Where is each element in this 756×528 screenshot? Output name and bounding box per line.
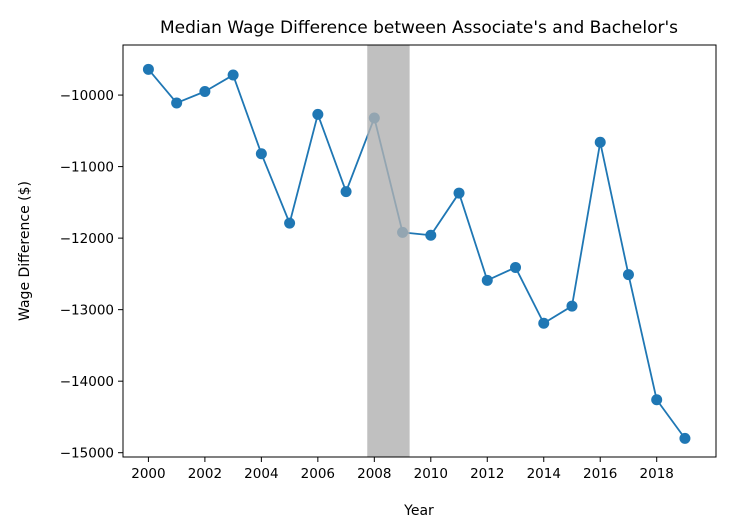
y-tick-label: −12000	[60, 231, 114, 247]
x-tick-label: 2006	[301, 466, 335, 482]
x-tick-label: 2014	[527, 466, 561, 482]
plot-area	[142, 45, 691, 457]
data-point-2003	[227, 69, 239, 81]
y-tick-label: −11000	[60, 160, 114, 176]
data-point-2014	[538, 317, 550, 329]
data-point-2006	[312, 108, 324, 120]
shaded-region	[367, 45, 410, 457]
plot-frame	[122, 44, 717, 458]
data-point-2010	[425, 229, 437, 241]
data-point-2012	[481, 274, 493, 286]
x-axis-ticks: 2000 2002 2004 2006 2008 2010 2012 2014 2016 2018	[131, 457, 674, 482]
data-point-2007	[340, 186, 352, 198]
series-line	[147, 68, 686, 439]
x-tick-label: 2008	[357, 466, 391, 482]
data-point-2018	[651, 394, 663, 406]
x-tick-label: 2012	[470, 466, 504, 482]
data-point-2005	[284, 217, 296, 229]
x-tick-label: 2002	[188, 466, 222, 482]
data-point-2019	[679, 432, 691, 444]
data-point-2000	[142, 63, 154, 75]
x-tick-label: 2004	[244, 466, 278, 482]
data-point-2016	[594, 136, 606, 148]
y-axis-ticks: −15000 −14000 −13000 −12000 −11000 −10000	[60, 88, 123, 462]
x-tick-label: 2010	[414, 466, 448, 482]
y-tick-label: −13000	[60, 303, 114, 319]
y-tick-label: −10000	[60, 88, 114, 104]
data-point-2011	[453, 187, 465, 199]
x-axis-label: Year	[403, 503, 434, 519]
data-point-2015	[566, 300, 578, 312]
chart-title: Median Wage Difference between Associate…	[160, 18, 678, 38]
data-point-2013	[510, 261, 522, 273]
data-point-2017	[622, 269, 634, 281]
y-tick-label: −14000	[60, 374, 114, 390]
x-tick-label: 2018	[640, 466, 674, 482]
data-point-2004	[255, 148, 267, 160]
x-tick-label: 2016	[583, 466, 617, 482]
data-point-2002	[199, 85, 211, 97]
y-tick-label: −15000	[60, 446, 114, 462]
x-tick-label: 2000	[131, 466, 165, 482]
y-axis-label: Wage Difference ($)	[17, 181, 33, 321]
data-point-2001	[171, 97, 183, 109]
